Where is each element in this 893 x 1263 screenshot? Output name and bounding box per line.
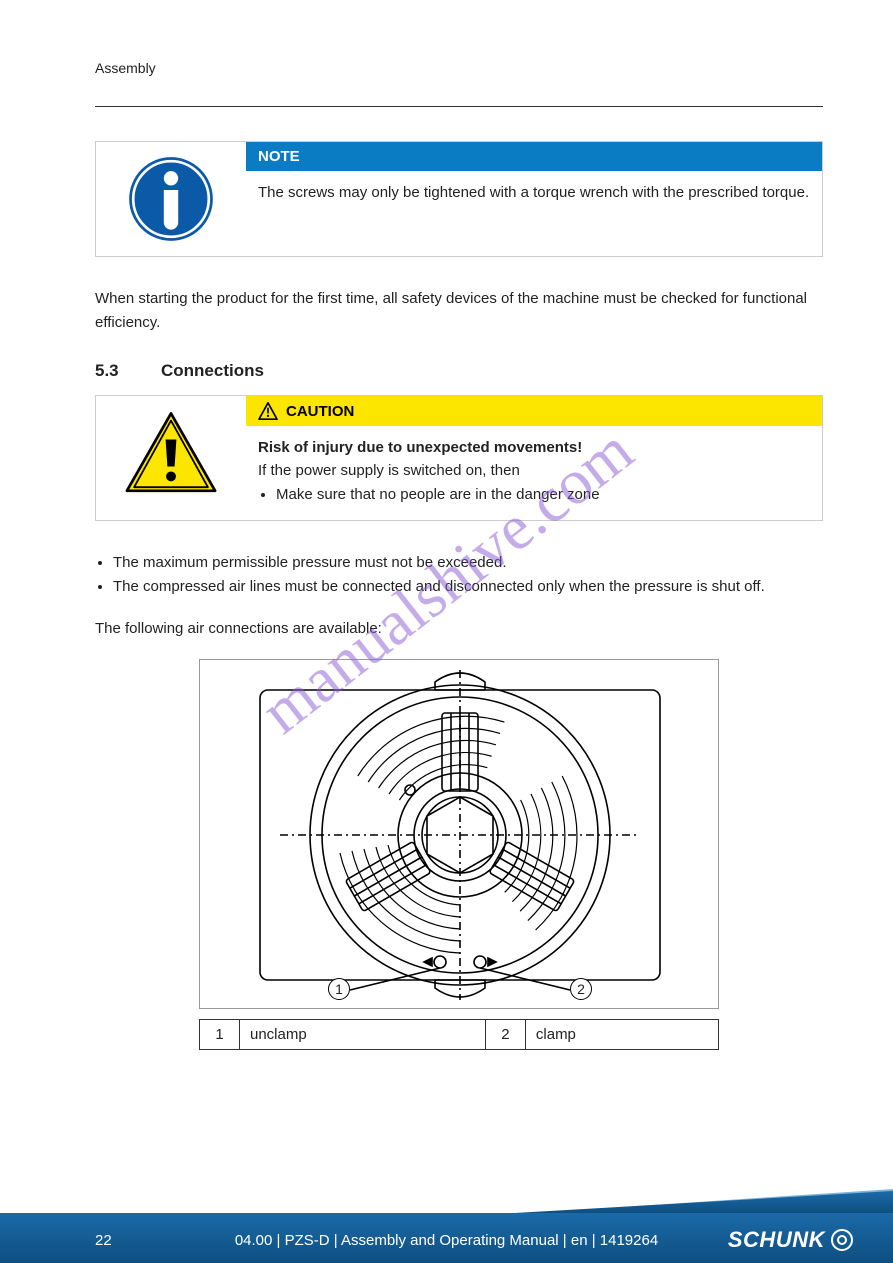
section-title: Connections [161,361,264,380]
brand-text: SCHUNK [728,1227,825,1253]
caution-heading: Risk of injury due to unexpected movemen… [258,436,810,459]
caution-icon [96,396,246,520]
caution-line: If the power supply is switched on, then [258,459,810,482]
page-header: Assembly [95,60,823,106]
caution-box: CAUTION Risk of injury due to unexpected… [95,395,823,521]
caution-title: CAUTION [246,396,822,426]
table-row: 1 unclamp 2 clamp [200,1019,719,1049]
legend-table: 1 unclamp 2 clamp [199,1019,719,1050]
note-body: NOTE The screws may only be tightened wi… [246,142,822,256]
bullet-list: The maximum permissible pressure must no… [95,551,823,599]
bullets-tail: The following air connections are availa… [95,617,823,641]
header-rule [95,106,823,107]
warning-small-icon [258,402,278,420]
bullet-item: The maximum permissible pressure must no… [113,551,823,575]
paragraph-after-note: When starting the product for the first … [95,287,823,335]
note-title: NOTE [246,142,822,171]
legend-cell: 1 [200,1019,240,1049]
callout-1: 1 [328,978,350,1000]
caution-text: Risk of injury due to unexpected movemen… [246,426,822,520]
legend-cell: unclamp [240,1019,486,1049]
chuck-figure: 1 2 [199,659,719,1009]
info-mandatory-icon [126,154,216,244]
warning-triangle-icon [121,408,221,498]
brand-logo: SCHUNK [728,1227,853,1253]
note-box: NOTE The screws may only be tightened wi… [95,141,823,257]
caution-body: CAUTION Risk of injury due to unexpected… [246,396,822,520]
brand-ring-icon [831,1229,853,1251]
callout-2: 2 [570,978,592,1000]
page-number: 22 [95,1232,112,1249]
section-heading: 5.3Connections [95,361,823,381]
caution-bullet: Make sure that no people are in the dang… [276,483,810,506]
legend-cell: clamp [525,1019,718,1049]
page-footer: 22 04.00 | PZS-D | Assembly and Operatin… [0,1193,893,1263]
header-section-path: Assembly [95,60,156,76]
section-number: 5.3 [95,361,161,381]
legend-cell: 2 [485,1019,525,1049]
callout-1-number: 1 [328,978,350,1000]
doc-id: 04.00 | PZS-D | Assembly and Operating M… [235,1232,658,1249]
content-area: Assembly NOTE The screws may only be tig… [0,0,893,1050]
note-icon [96,142,246,256]
chuck-diagram [200,660,720,1010]
caution-title-text: CAUTION [286,403,354,420]
page: Assembly NOTE The screws may only be tig… [0,0,893,1263]
note-text: The screws may only be tightened with a … [246,171,822,218]
bullet-item: The compressed air lines must be connect… [113,575,823,599]
callout-2-number: 2 [570,978,592,1000]
